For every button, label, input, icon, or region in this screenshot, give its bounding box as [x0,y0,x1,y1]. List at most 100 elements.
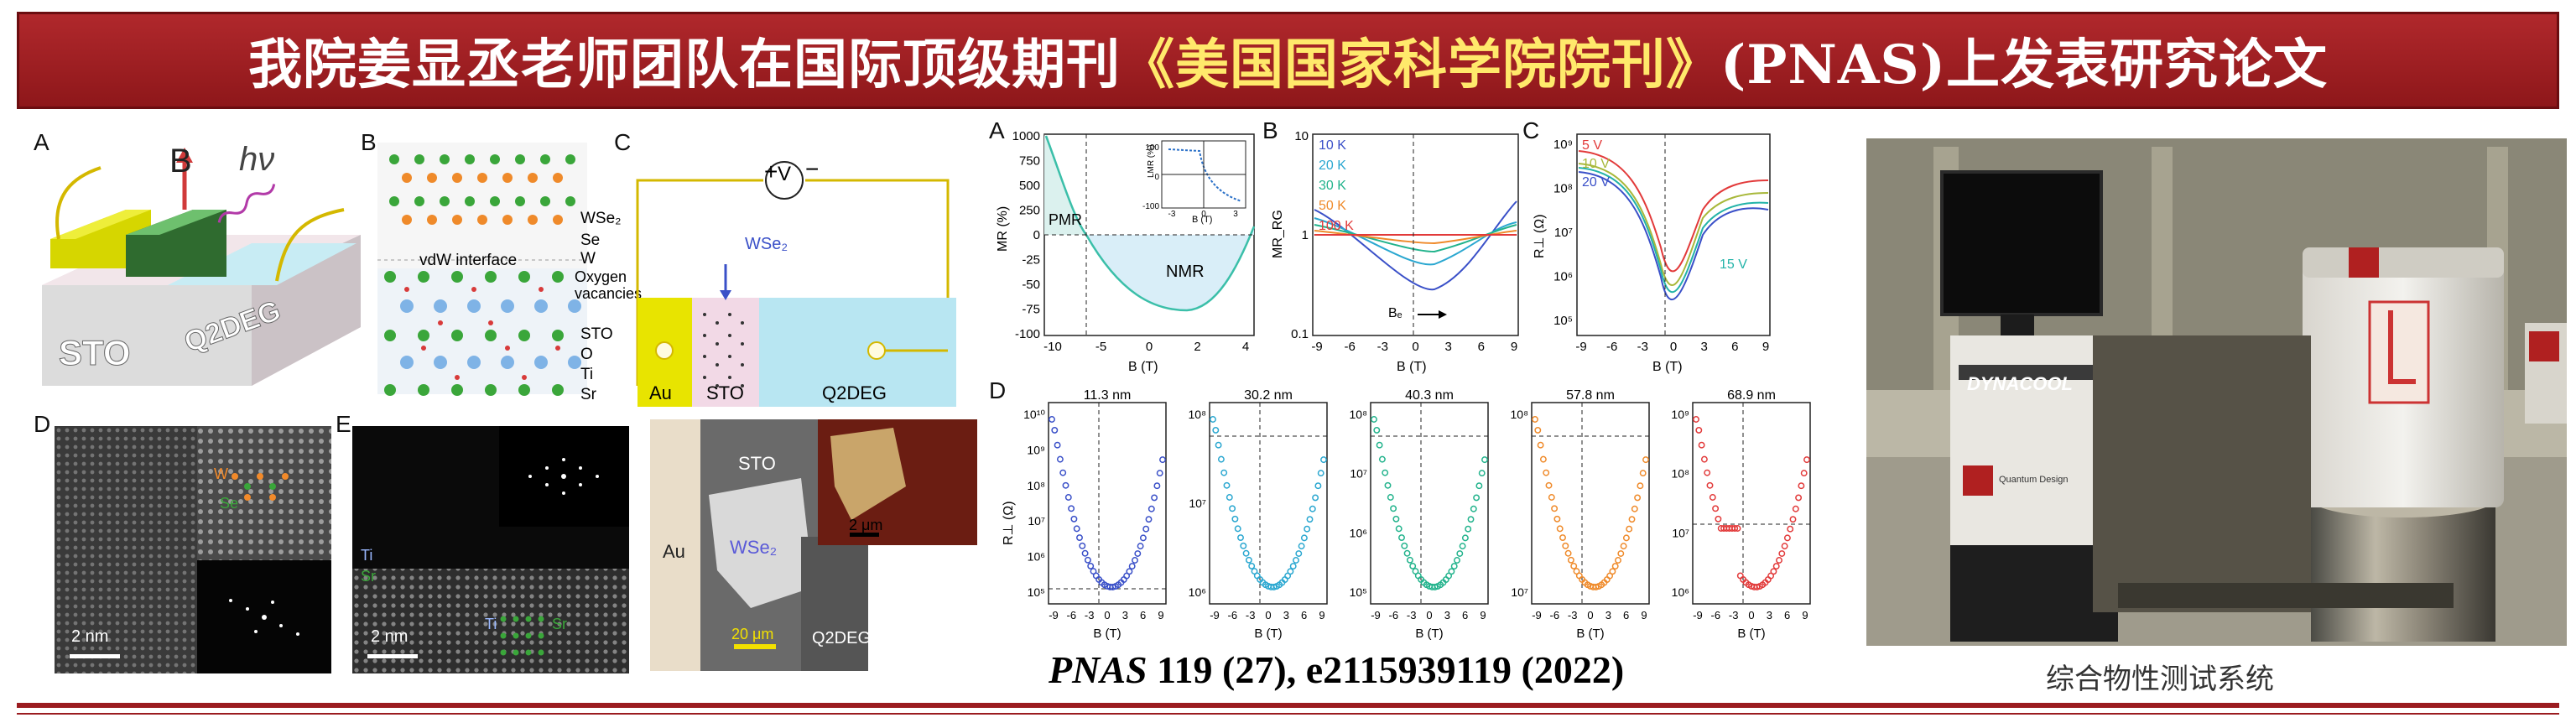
graph-a-ytick: 750 [1019,154,1040,169]
graph-d-point [1132,557,1138,564]
graph-d-xtick: -6 [1711,609,1721,621]
graph-b-xtick: -6 [1344,340,1355,354]
graph-a-xtick: -10 [1043,340,1062,354]
graph-a-xtick: -5 [1095,340,1106,354]
graph-d-point [1293,557,1299,564]
graph-d-point [1776,557,1782,564]
graph-c-ytick: 10⁸ [1553,182,1573,196]
graph-d-point [1798,482,1805,490]
graph-d-point [1049,416,1055,423]
figure-right: A B C D PMR NMR MR (%) B (T) 1000 750 500 2… [977,117,1854,654]
graph-d-point [1373,426,1381,434]
graph-d-point [1229,505,1236,512]
photo-label-au: Au [663,541,685,562]
citation-details: 119 (27), e2115939119 (2022) [1147,648,1625,691]
label-sr2-e: Sr [552,616,567,632]
panel-label-b: B [361,129,377,155]
inset-xtick: 0 [1201,210,1206,219]
photo-brand: DYNACOOL [1967,373,2073,394]
graph-d-point [1772,563,1780,570]
circuit-plus: + [764,159,778,185]
graph-d-point [1068,505,1075,512]
graph-d-xtick: 6 [1623,609,1629,621]
graph-d-point [1223,481,1231,489]
graph-d-xtick: 9 [1480,609,1486,621]
graph-d-point [1628,516,1636,523]
graph-d-xtick: 0 [1748,609,1754,621]
label-sto-b: STO [580,325,613,343]
graph-d-point [1056,455,1064,463]
graph-d-xtick: 0 [1587,609,1593,621]
citation: PNAS 119 (27), e2115939119 (2022) [1049,647,1624,692]
graph-c-ytick: 10⁷ [1554,226,1573,240]
graph-d-ytick: 10⁸ [1511,408,1529,421]
graph-d-xtick: 9 [1158,609,1163,621]
graph-d-point [1592,583,1600,590]
panel-label-a: A [34,129,49,155]
graph-d-xtick: -9 [1371,609,1381,621]
graph-d-point [1128,563,1136,570]
graph-d-point [1473,494,1481,502]
banner-title: 我院姜显丞老师团队在国际顶级期刊《美国国家科学院院刊》(PNAS)上发表研究论文 [248,22,2328,99]
graph-d-point [1631,505,1638,512]
graph-d-point [1231,515,1239,523]
label-pmr: PMR [1049,211,1082,228]
label-sto: STO [59,333,131,372]
graph-d-xtick: 6 [1784,609,1790,621]
label-o: O [580,346,593,363]
title-text-2: (PNAS)上发表研究论文 [1720,34,2329,96]
graph-a-xtick: 4 [1242,340,1249,354]
graph-d-point [1564,549,1572,557]
graph-d-point [1795,494,1803,502]
graph-d-point [1800,470,1808,477]
graph-d-xlabel: B (T) [1737,627,1765,641]
graph-d-point [1475,482,1483,490]
graph-c-ytick: 10⁶ [1553,270,1573,284]
graph-d-ytick: 10⁷ [1511,585,1528,599]
graph-d-point [1137,543,1144,550]
graph-d-point [1395,525,1402,533]
graph-d-point [1403,549,1411,557]
photo-caption: 综合物性测试系统 [2046,663,2274,696]
graph-d-point [1398,534,1405,542]
graph-d-xtick: 0 [1104,609,1110,621]
graph-d-point [1431,583,1439,590]
label-ti: Ti [580,366,594,383]
graph-c: 5 V 10 V 20 V 15 V R⊥ (Ω) B (T) 10⁹ 10⁸ 10⁷ 10… [1533,133,1771,374]
graph-d-point [1731,525,1739,532]
graph-d-point [1706,481,1714,489]
graph-b-xtick: 0 [1412,340,1418,354]
graph-d-point [1712,505,1720,512]
graph-b-legend-item: 20 K [1319,159,1346,173]
graph-d-point [1698,441,1705,449]
graph-d-point [1237,534,1244,542]
inset-ytick: 0 [1154,173,1159,182]
label-w-d: W [214,465,228,482]
graph-d-point [1467,516,1475,523]
label-nmr: NMR [1166,263,1205,281]
graph-d-point [1287,568,1294,575]
graph-d-point [1382,469,1389,476]
label-ti2-e: Ti [485,616,497,632]
graph-d-xtick: -6 [1067,609,1077,621]
graph-d-ytick: 10⁷ [1028,514,1045,528]
graph-d-panel: 57.8 nm 10⁸ 10⁷ -9 -6 -3 0 3 6 9 B (T) [1511,388,1650,641]
graph-d-point [1634,494,1642,502]
graph-d-point [1459,543,1466,550]
label-oxygen-vacancies: Oxygen vacancies [575,268,643,302]
circuit-minus: − [805,156,820,182]
label-ti-e: Ti [361,547,373,564]
graph-d-panel: 40.3 nm 10⁸ 10⁷ 10⁶ 10⁵ -9 -6 -3 0 3 6 9 B (T) [1350,388,1489,641]
graph-d-point [1059,469,1067,476]
graph-d-point [1317,470,1324,477]
graph-d-xtick: 3 [1767,609,1772,621]
graph-d-point [1084,556,1091,564]
graph-d-ytick: 10⁵ [1028,585,1045,599]
photo-label-sto: STO [738,453,776,474]
graph-d-point [1783,534,1791,542]
graph-d-point [1134,550,1142,557]
graph-d-point [1371,416,1377,423]
graph-b-legend-item: 30 K [1319,179,1346,193]
graph-b-legend-item: 10 K [1319,138,1346,153]
